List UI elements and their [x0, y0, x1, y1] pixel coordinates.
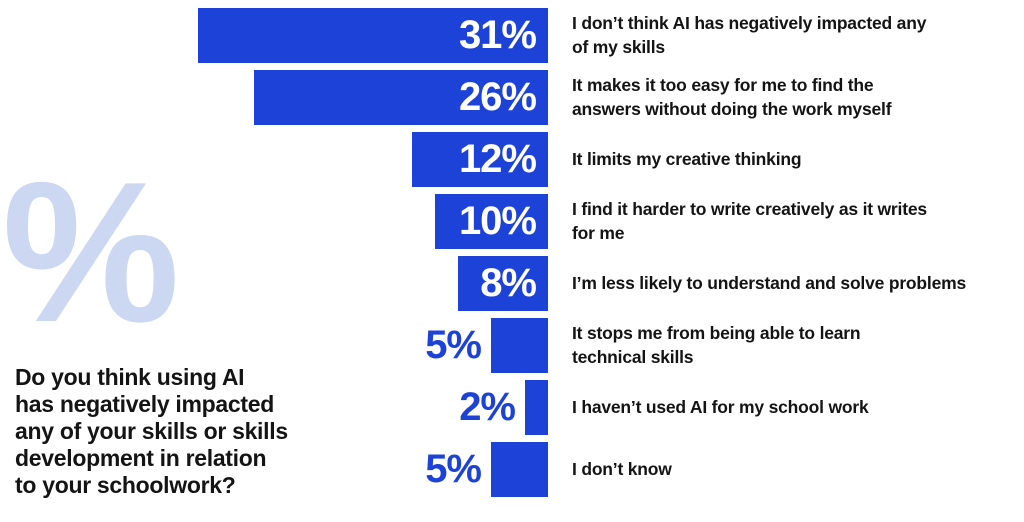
bar-category-label: It stops me from being able to learn tec… [572, 323, 861, 367]
percent-watermark: % [2, 141, 180, 364]
bar [198, 8, 548, 63]
bar [458, 256, 548, 311]
bar-row: 10% I find it harder to write creatively… [0, 194, 1024, 249]
survey-question: Do you think using AI has negatively imp… [15, 364, 288, 498]
bar-category-label: It makes it too easy for me to find the … [572, 75, 892, 119]
bar-category-label: I don’t know [572, 458, 672, 479]
bar [412, 132, 548, 187]
bar-category-label: I’m less likely to understand and solve … [572, 272, 966, 293]
bar-row: 8% I’m less likely to understand and sol… [0, 256, 1024, 311]
bar-value-label: 31% [458, 13, 537, 57]
bar-row: 5% I don’t know [0, 442, 1024, 497]
bar-row: 2% I haven’t used AI for my school work [0, 380, 1024, 435]
bar-category-label: It limits my creative thinking [572, 148, 802, 169]
bar-value-label: 2% [459, 385, 516, 429]
bar [525, 380, 548, 435]
bar-row: 12% It limits my creative thinking [0, 132, 1024, 187]
bar-category-label: I haven’t used AI for my school work [572, 396, 869, 417]
bar-value-label: 5% [425, 323, 482, 367]
bar-row: 5% It stops me from being able to learn … [0, 318, 1024, 373]
bar-value-label: 8% [480, 261, 537, 305]
bar [435, 194, 548, 249]
bar-row: 31% I don’t think AI has negatively impa… [0, 8, 1024, 63]
bar [491, 318, 548, 373]
bar [491, 442, 548, 497]
bar-row: 26% It makes it too easy for me to find … [0, 70, 1024, 125]
bar-value-label: 5% [425, 447, 482, 491]
bar-category-label: I find it harder to write creatively as … [572, 199, 927, 243]
bar-value-label: 10% [458, 199, 537, 243]
bar [254, 70, 548, 125]
bar-value-label: 12% [458, 137, 537, 181]
bar-category-label: I don’t think AI has negatively impacted… [572, 13, 927, 57]
bar-value-label: 26% [458, 75, 537, 119]
